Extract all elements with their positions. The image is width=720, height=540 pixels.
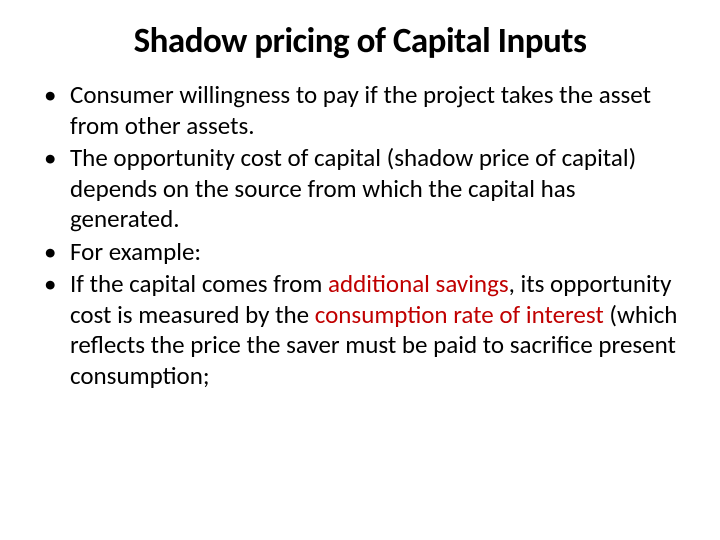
body-text: Consumer willingness to pay if the proje… [70, 79, 651, 141]
bullet-item: Consumer willingness to pay if the proje… [42, 80, 690, 141]
body-text: The opportunity cost of capital (shadow … [70, 142, 636, 234]
body-text: For example: [70, 236, 201, 267]
bullet-item: The opportunity cost of capital (shadow … [42, 143, 690, 235]
highlight-text: additional savings [328, 268, 509, 299]
body-text: If the capital comes from [70, 268, 328, 299]
bullet-list: Consumer willingness to pay if the proje… [30, 80, 690, 391]
bullet-item: If the capital comes from additional sav… [42, 269, 690, 391]
highlight-text: consumption rate of interest [315, 299, 610, 330]
slide-title: Shadow pricing of Capital Inputs [30, 20, 690, 62]
bullet-item: For example: [42, 237, 690, 268]
